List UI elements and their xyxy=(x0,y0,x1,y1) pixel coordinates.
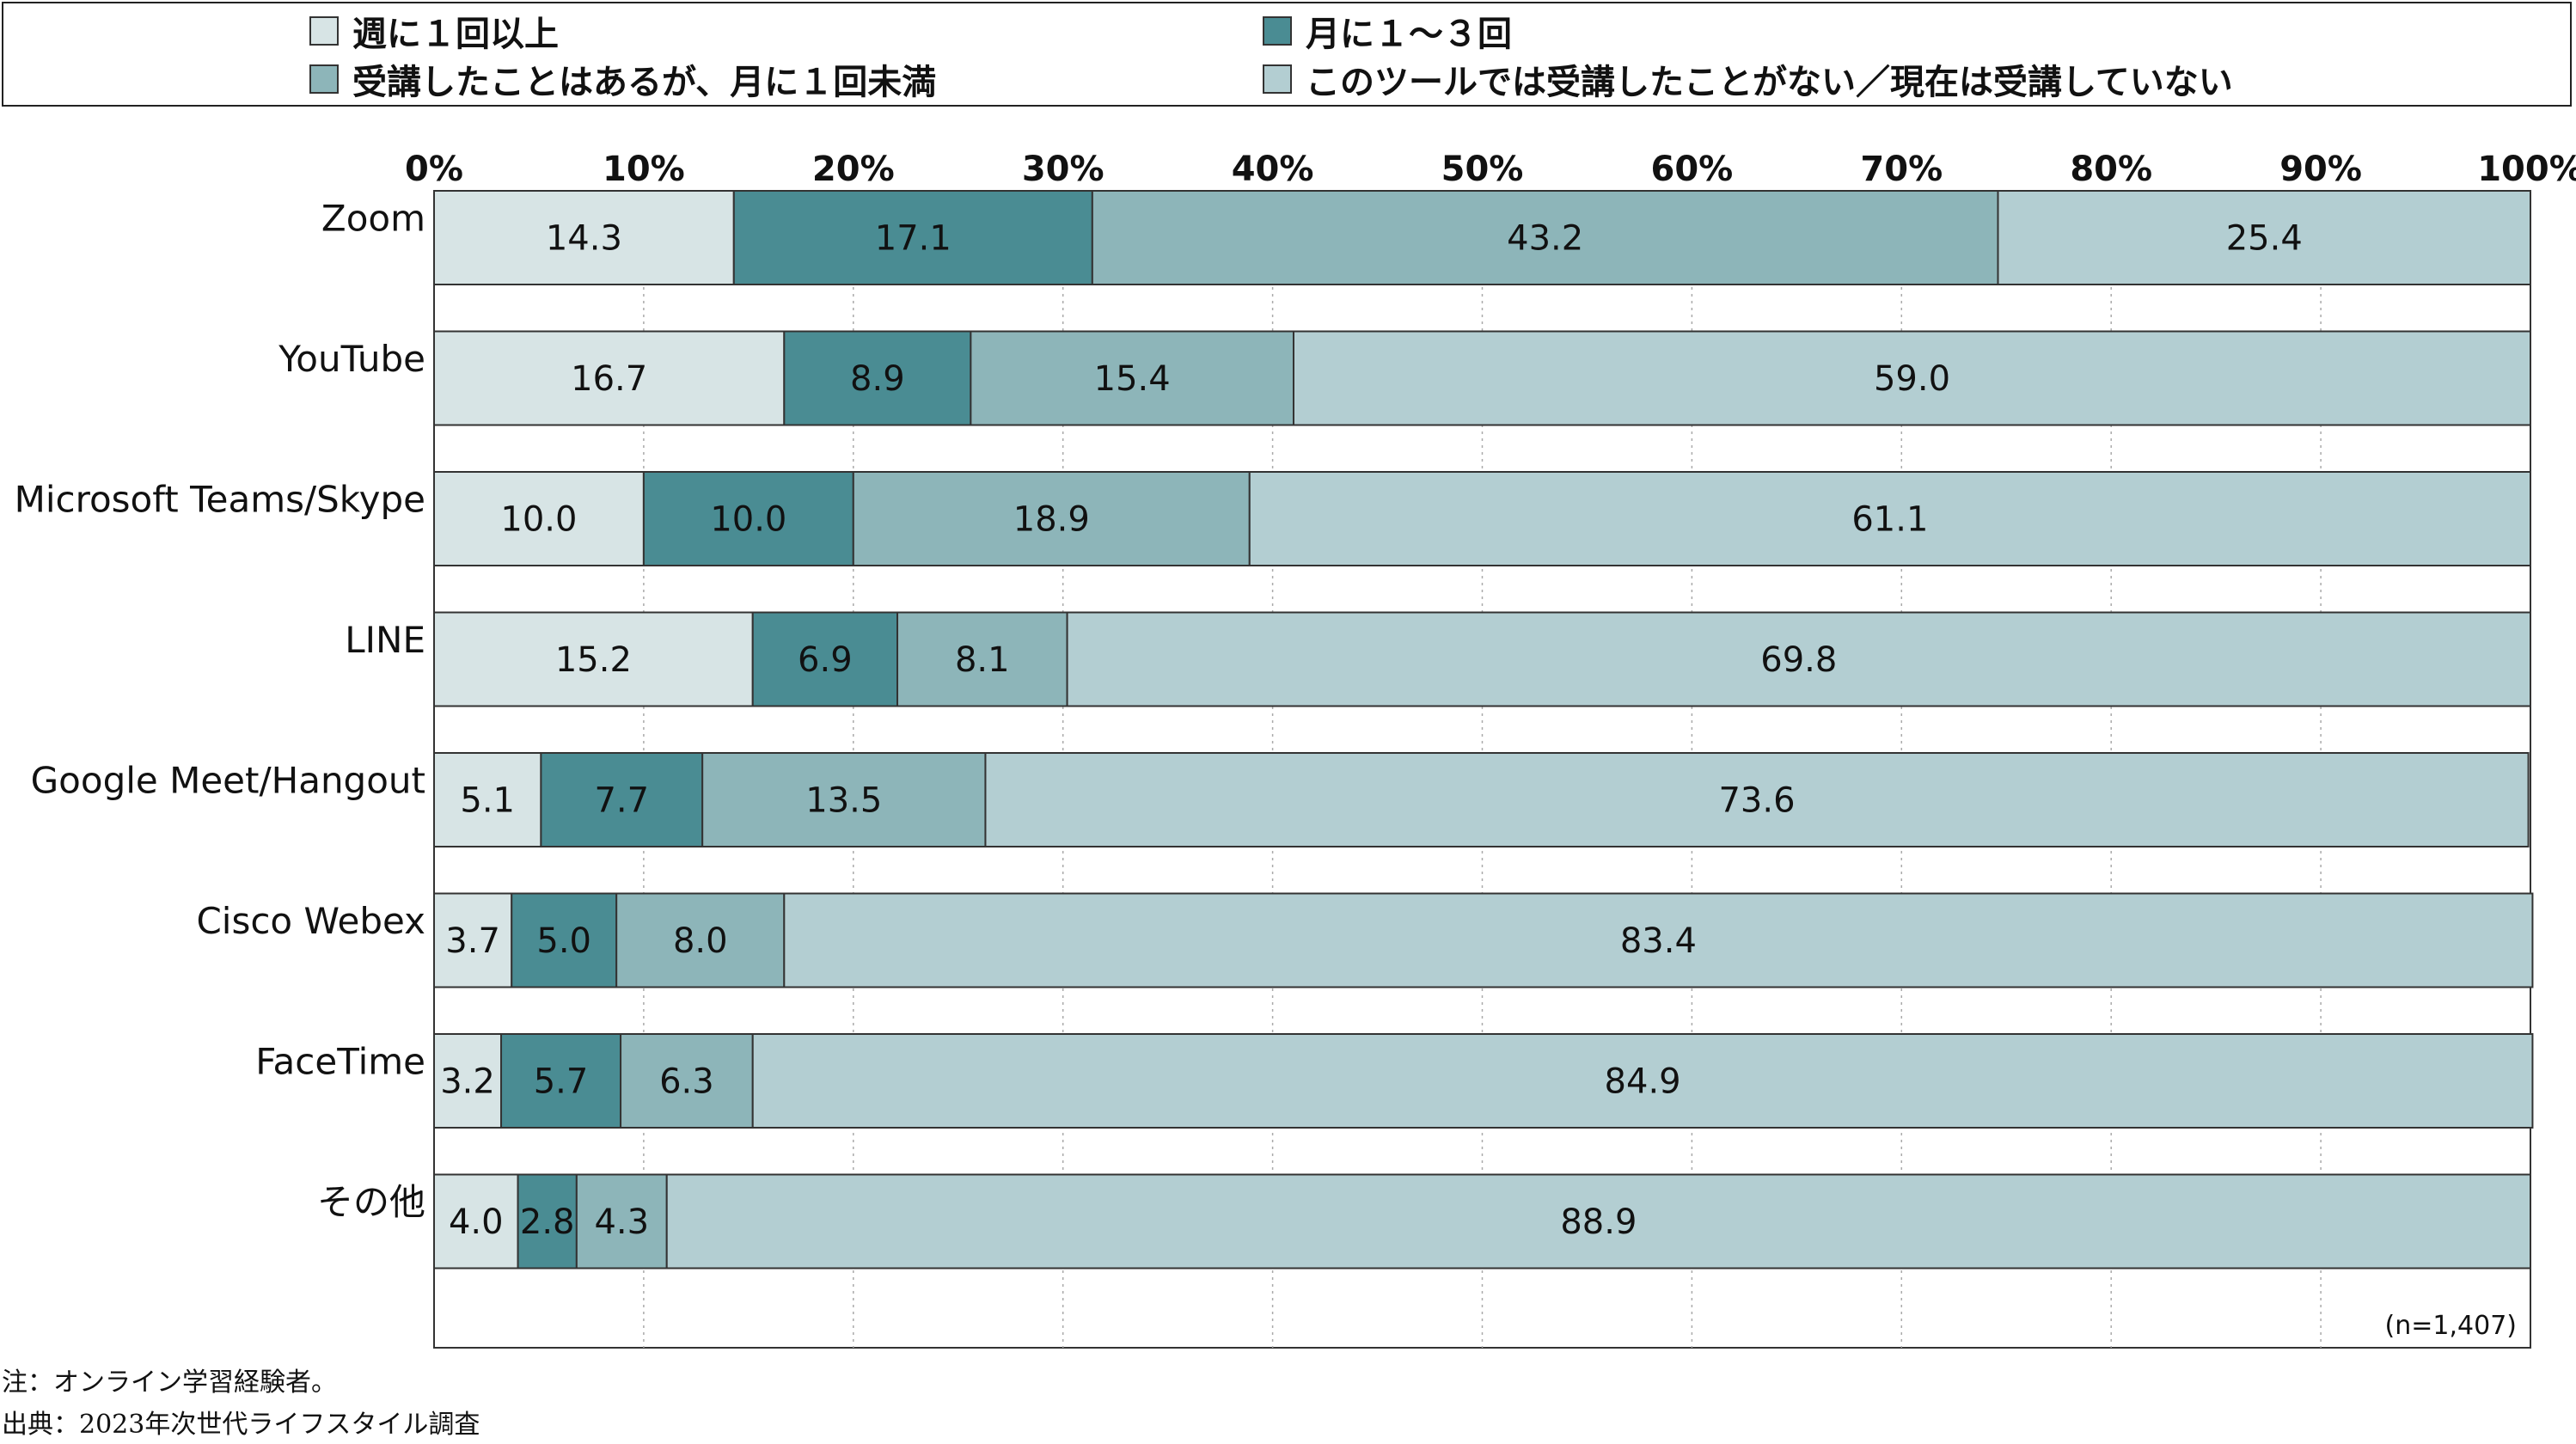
bar-segment xyxy=(783,330,972,426)
data-label: 5.1 xyxy=(460,781,515,821)
bar-segment xyxy=(732,190,1093,285)
category-label: Zoom xyxy=(321,198,425,240)
legend-label-less-than-monthly: 受講したことはあるが、月に１回未満 xyxy=(352,63,937,102)
x-tick-label: 60% xyxy=(1651,150,1734,189)
data-label: 5.0 xyxy=(536,921,591,961)
bar-segment xyxy=(433,752,542,847)
data-label: 84.9 xyxy=(1605,1062,1681,1102)
data-label: 7.7 xyxy=(594,781,649,821)
data-label: 8.9 xyxy=(850,359,905,399)
category-label: YouTube xyxy=(278,338,425,380)
x-tick-label: 80% xyxy=(2070,150,2152,189)
bar-segment xyxy=(517,1173,578,1270)
data-label: 15.4 xyxy=(1094,359,1171,399)
legend-swatch-less-than-monthly xyxy=(309,64,339,94)
data-label: 6.9 xyxy=(798,640,853,680)
chart-note: 注：オンライン学習経験者。 xyxy=(2,1368,337,1398)
data-label: 3.7 xyxy=(445,921,500,961)
legend-swatch-weekly xyxy=(309,16,339,46)
bar-segment xyxy=(783,892,2534,988)
category-label: Cisco Webex xyxy=(196,900,425,942)
legend-item-weekly: 週に１回以上 xyxy=(309,7,559,55)
data-label: 14.3 xyxy=(546,219,622,259)
data-label: 83.4 xyxy=(1620,921,1697,961)
bar-segment xyxy=(433,611,754,707)
bar-segment xyxy=(433,471,645,566)
x-tick-label: 0% xyxy=(405,150,463,189)
data-label: 8.1 xyxy=(955,640,1010,680)
bar-segment xyxy=(665,1173,2531,1270)
legend-label-monthly-1to3: 月に１～３回 xyxy=(1306,15,1512,54)
data-label: 18.9 xyxy=(1013,500,1090,540)
bar-segment xyxy=(500,1033,622,1129)
bar-segment xyxy=(1997,190,2531,285)
bar-segment xyxy=(852,471,1251,566)
bar-segment xyxy=(751,1033,2534,1129)
data-label: 10.0 xyxy=(710,500,786,540)
category-label: その他 xyxy=(317,1181,425,1223)
x-tick-label: 40% xyxy=(1232,150,1314,189)
data-label: 5.7 xyxy=(534,1062,589,1102)
data-label: 2.8 xyxy=(520,1202,575,1242)
category-label: Google Meet/Hangout xyxy=(31,760,425,802)
bar-segment xyxy=(511,892,618,988)
bar-segment xyxy=(701,752,987,847)
bar-segment xyxy=(615,892,786,988)
data-label: 4.0 xyxy=(449,1202,504,1242)
x-tick-label: 50% xyxy=(1441,150,1524,189)
bar-segment xyxy=(1091,190,1999,285)
bar-segment xyxy=(984,752,2530,847)
category-label: LINE xyxy=(345,619,425,661)
data-label: 15.2 xyxy=(555,640,632,680)
data-label: 17.1 xyxy=(875,219,951,259)
category-label: FaceTime xyxy=(255,1041,425,1083)
data-label: 3.2 xyxy=(440,1062,495,1102)
legend-label-never: このツールでは受講したことがない／現在は受講していない xyxy=(1306,63,2233,102)
data-label: 73.6 xyxy=(1718,781,1795,821)
stacked-bar-chart: 0% 10% 20% 30% 40% 50% 60% 70% 80% 90% 100% Zoom 14.… xyxy=(15,150,2576,1349)
bar-segment xyxy=(433,330,786,426)
data-label: 8.0 xyxy=(673,921,728,961)
data-label: 43.2 xyxy=(1507,219,1583,259)
data-label: 69.8 xyxy=(1760,640,1837,680)
legend: 週に１回以上 月に１～３回 受講したことはあるが、月に１回未満 このツールでは受… xyxy=(2,2,2572,107)
bar-segment xyxy=(1248,471,2531,566)
bar-segment xyxy=(540,752,704,847)
x-tick-label: 10% xyxy=(603,150,685,189)
bar-segment xyxy=(1066,611,2531,707)
bar-segment xyxy=(1292,330,2531,426)
legend-item-monthly-1to3: 月に１～３回 xyxy=(1263,7,1512,55)
bar-segment xyxy=(433,1173,519,1270)
legend-swatch-monthly-1to3 xyxy=(1263,16,1292,46)
x-tick-label: 100% xyxy=(2477,150,2576,189)
bar-segment xyxy=(751,611,899,707)
category-label: Microsoft Teams/Skype xyxy=(15,479,425,521)
bar-segment xyxy=(642,471,854,566)
data-label: 25.4 xyxy=(2226,219,2303,259)
legend-item-less-than-monthly: 受講したことはあるが、月に１回未満 xyxy=(309,55,936,103)
data-label: 6.3 xyxy=(659,1062,714,1102)
x-tick-label: 90% xyxy=(2279,150,2362,189)
bar-segment xyxy=(970,330,1294,426)
chart-source: 出典：2023年次世代ライフスタイル調査 xyxy=(2,1410,480,1440)
data-label: 61.1 xyxy=(1851,500,1928,540)
legend-swatch-never xyxy=(1263,64,1292,94)
sample-size-label: (n=1,407) xyxy=(2385,1311,2517,1341)
x-tick-label: 70% xyxy=(1860,150,1943,189)
data-label: 10.0 xyxy=(500,500,577,540)
data-label: 4.3 xyxy=(594,1202,649,1242)
data-label: 59.0 xyxy=(1874,359,1950,399)
bar-segment xyxy=(575,1173,668,1270)
x-tick-label: 20% xyxy=(812,150,895,189)
bar-segment xyxy=(433,892,513,988)
legend-item-never: このツールでは受講したことがない／現在は受講していない xyxy=(1263,55,2233,103)
data-label: 88.9 xyxy=(1560,1202,1637,1242)
legend-label-weekly: 週に１回以上 xyxy=(352,15,559,54)
x-tick-label: 30% xyxy=(1022,150,1104,189)
bar-segment xyxy=(896,611,1068,707)
data-label: 13.5 xyxy=(805,781,882,821)
data-label: 16.7 xyxy=(571,359,647,399)
